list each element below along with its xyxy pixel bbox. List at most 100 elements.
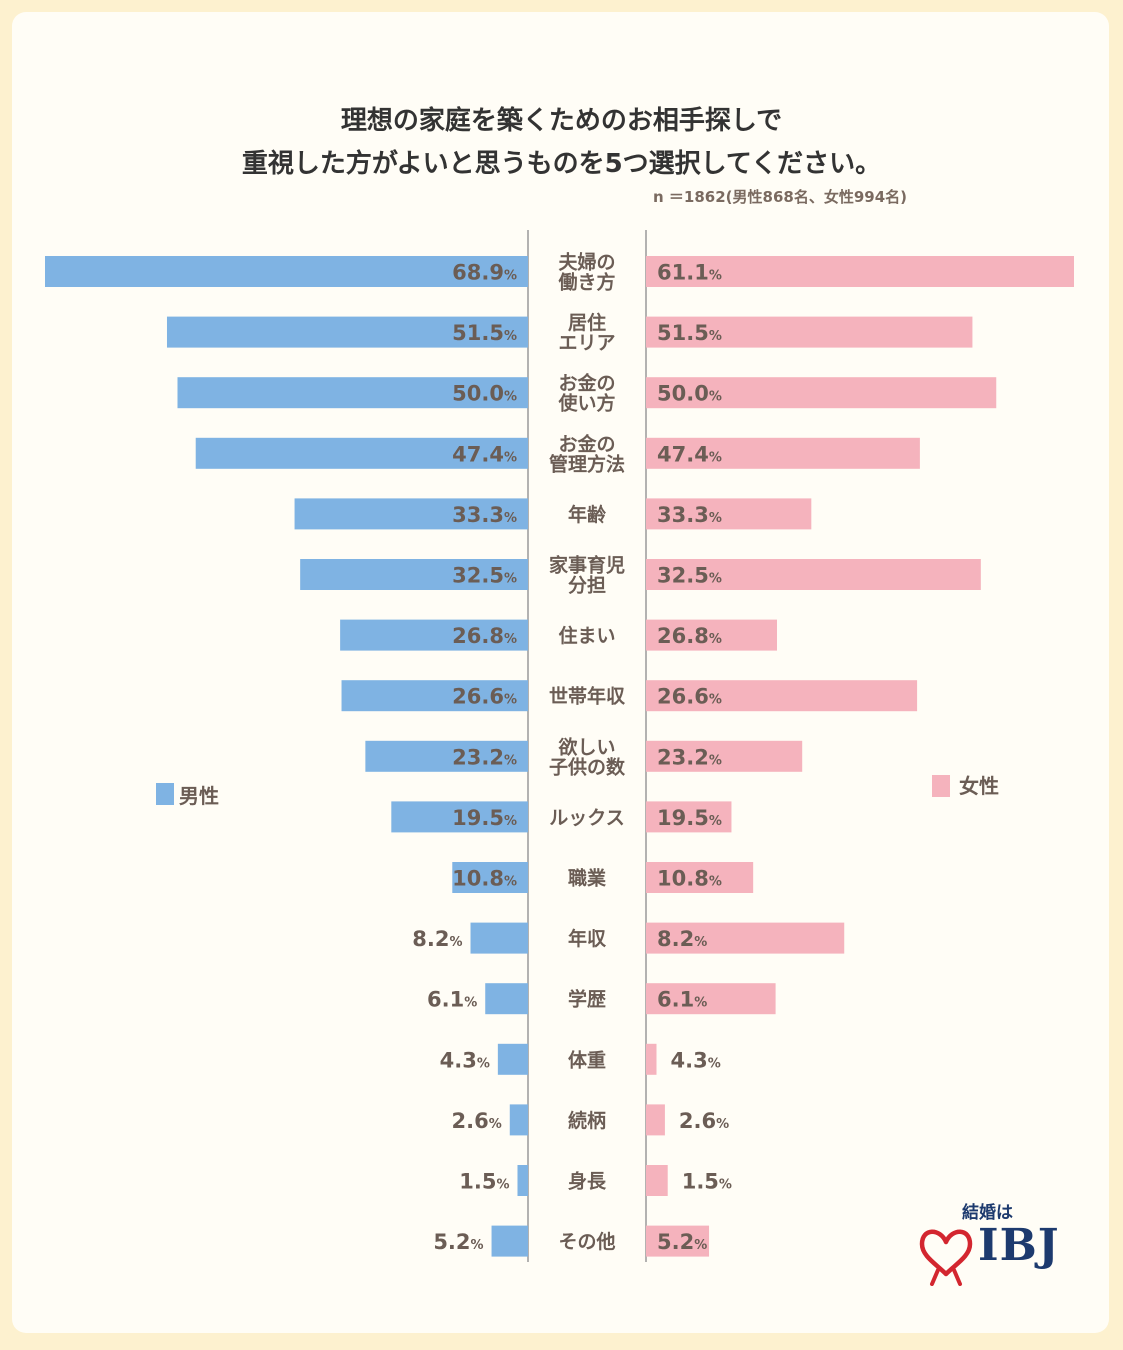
female-bar [646, 862, 754, 893]
female-bar [646, 1043, 657, 1075]
female-bar [646, 256, 1074, 287]
male-value-label: 33.3% [452, 503, 517, 527]
category-label: 分担 [568, 574, 606, 597]
female-bar [646, 559, 981, 590]
male-bar [45, 256, 528, 287]
category-label: 学歴 [568, 988, 606, 1011]
male-bar [485, 983, 528, 1015]
female-value-label: 61.1% [657, 261, 722, 285]
female-bar [646, 740, 803, 772]
female-bar [646, 1165, 668, 1196]
category-label: 職業 [568, 867, 607, 890]
female-value-label: 26.8% [657, 624, 722, 648]
category-label: 子供の数 [549, 755, 626, 778]
category-label: その他 [558, 1230, 615, 1253]
female-bar [646, 619, 777, 651]
male-bar [509, 1104, 528, 1136]
chart-card [12, 12, 1109, 1333]
heart-icon [919, 1229, 973, 1286]
female-bar [646, 1104, 665, 1136]
logo-brand-text: IBJ [978, 1220, 1060, 1271]
female-bar [646, 498, 812, 530]
legend-male-label: 男性 [179, 784, 219, 808]
female-value-label: 6.1% [657, 988, 707, 1012]
category-label: 年齢 [568, 503, 607, 526]
category-label: お金の [558, 372, 615, 395]
sample-size: n ＝1862(男性868名、女性994名) [653, 188, 907, 206]
female-value-label: 50.0% [657, 382, 722, 406]
category-label: 夫婦の [558, 251, 615, 274]
female-bar [646, 983, 776, 1015]
male-bar [365, 740, 528, 772]
female-bar [646, 316, 973, 348]
category-label: 身長 [568, 1170, 607, 1193]
male-value-label: 47.4% [452, 442, 517, 466]
category-label: 居住 [568, 311, 606, 334]
female-value-label: 10.8% [657, 867, 722, 891]
category-label: 世帯年収 [549, 685, 626, 708]
female-value-label: 2.6% [679, 1109, 729, 1133]
male-value-label: 1.5% [459, 1170, 509, 1194]
female-value-label: 51.5% [657, 321, 722, 345]
male-value-label: 23.2% [452, 745, 517, 769]
female-bar [646, 801, 732, 833]
female-value-label: 32.5% [657, 564, 722, 588]
category-label: ルックス [549, 807, 624, 829]
female-value-label: 33.3% [657, 503, 722, 527]
category-label: エリア [558, 332, 615, 354]
female-value-label: 23.2% [657, 745, 722, 769]
male-value-label: 51.5% [452, 321, 517, 345]
chart-title-line-1: 理想の家庭を築くためのお相手探しで [340, 106, 783, 136]
male-value-label: 68.9% [452, 261, 517, 285]
legend-male-swatch [156, 783, 174, 805]
category-label: 家事育児 [549, 554, 625, 577]
male-bar [340, 619, 528, 651]
male-value-label: 50.0% [452, 382, 517, 406]
male-value-label: 19.5% [452, 806, 517, 830]
female-bar [646, 377, 997, 409]
male-bar [391, 801, 528, 833]
category-label: 働き方 [557, 271, 615, 294]
female-value-label: 1.5% [682, 1170, 732, 1194]
male-value-label: 26.6% [452, 685, 517, 709]
male-bar [177, 377, 529, 409]
female-value-label: 26.6% [657, 685, 722, 709]
male-bar [491, 1225, 528, 1257]
logo-tagline: 結婚は [962, 1203, 1013, 1223]
category-label: 体重 [568, 1048, 606, 1071]
female-bar [646, 1225, 710, 1257]
male-bar [294, 498, 528, 530]
male-value-label: 4.3% [440, 1048, 490, 1072]
category-label: 欲しい [557, 735, 615, 758]
legend-female-label: 女性 [959, 774, 999, 798]
legend-female-swatch [932, 775, 950, 797]
female-value-label: 5.2% [657, 1230, 707, 1254]
category-label: 続柄 [568, 1109, 606, 1132]
category-label: 住まい [558, 624, 615, 647]
male-value-label: 6.1% [427, 988, 477, 1012]
male-value-label: 2.6% [452, 1109, 502, 1133]
female-value-label: 4.3% [671, 1048, 721, 1072]
female-bar [646, 922, 845, 954]
male-value-label: 8.2% [412, 927, 462, 951]
male-value-label: 5.2% [433, 1230, 483, 1254]
female-value-label: 19.5% [657, 806, 722, 830]
category-label: 管理方法 [549, 452, 625, 475]
male-bar [470, 922, 528, 954]
male-bar [517, 1165, 528, 1196]
male-bar [452, 862, 528, 893]
chart-title-line-2: 重視した方がよいと思うものを5つ選択してください。 [241, 149, 882, 179]
female-value-label: 47.4% [657, 442, 722, 466]
female-bar [646, 680, 918, 712]
male-bar [300, 559, 528, 590]
male-value-label: 32.5% [452, 564, 517, 588]
category-label: 年収 [568, 927, 607, 950]
male-value-label: 10.8% [452, 867, 517, 891]
male-value-label: 26.8% [452, 624, 517, 648]
male-bar [497, 1043, 528, 1075]
category-label: 使い方 [557, 392, 615, 415]
male-bar [195, 437, 528, 469]
male-bar [341, 680, 528, 712]
female-value-label: 8.2% [657, 927, 707, 951]
